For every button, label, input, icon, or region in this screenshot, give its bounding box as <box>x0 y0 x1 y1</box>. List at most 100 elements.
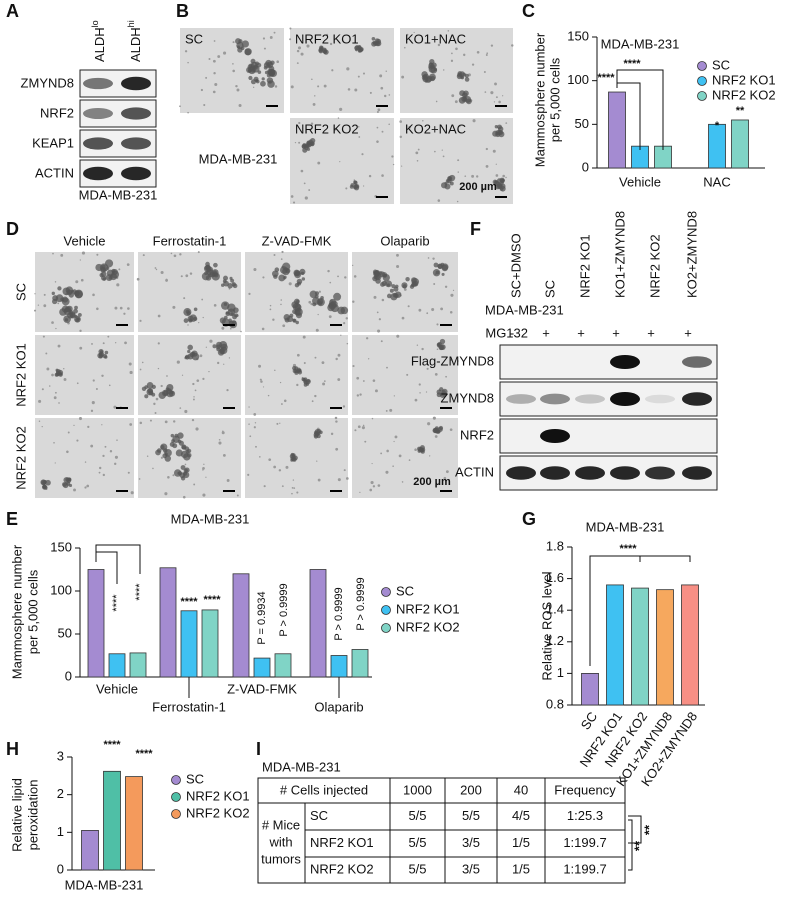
debris <box>192 398 195 401</box>
sphere-cell <box>155 449 161 456</box>
debris <box>193 483 196 486</box>
sphere-cell <box>187 344 194 351</box>
sphere-cell <box>280 266 288 274</box>
sphere-cell <box>270 72 274 76</box>
column-label-main: ALDH <box>128 27 143 62</box>
debris <box>48 385 51 387</box>
debris <box>152 467 154 470</box>
debris <box>345 187 348 190</box>
debris <box>300 169 304 173</box>
scale-bar <box>440 407 452 409</box>
panel-label: E <box>6 509 18 529</box>
debris <box>436 323 439 326</box>
blot-band <box>610 355 640 369</box>
blot-strip <box>499 344 718 380</box>
sphere-cell <box>444 183 451 190</box>
debris <box>276 60 280 64</box>
debris <box>386 449 389 453</box>
debris <box>377 329 381 333</box>
debris <box>179 407 182 409</box>
significance-label: **** <box>597 72 615 84</box>
debris <box>129 423 133 426</box>
blot-band <box>83 108 113 119</box>
debris <box>396 264 400 269</box>
debris <box>296 491 299 494</box>
debris <box>485 54 488 57</box>
debris <box>419 392 421 394</box>
legend-marker <box>381 587 391 597</box>
debris <box>429 455 431 457</box>
debris <box>55 327 57 330</box>
sphere-cell <box>55 294 64 303</box>
sphere-cell <box>371 41 377 47</box>
sphere-cell <box>261 77 265 81</box>
debris <box>213 40 216 42</box>
debris <box>357 126 360 128</box>
debris <box>393 440 395 443</box>
column-label: KO1+ZMYND8 <box>612 211 627 298</box>
y-tick-label: 0 <box>582 159 589 174</box>
micrograph-label: KO1+NAC <box>405 31 466 46</box>
debris <box>427 257 430 259</box>
debris <box>335 357 338 361</box>
debris <box>431 308 435 312</box>
scale-bar <box>495 196 507 198</box>
y-axis-label: per 5,000 cells <box>25 569 40 654</box>
sphere-cell <box>392 292 398 298</box>
blot-strip <box>499 381 718 417</box>
sphere-cell <box>464 77 470 82</box>
debris <box>84 461 87 463</box>
sphere-cell <box>442 393 447 398</box>
debris <box>221 431 225 435</box>
sphere-cell <box>267 80 275 88</box>
debris <box>300 52 304 56</box>
bar <box>125 776 143 871</box>
debris <box>416 344 419 346</box>
sphere-cell <box>446 178 452 184</box>
debris <box>362 72 366 75</box>
debris <box>328 315 332 319</box>
table-cell: 1:199.7 <box>563 861 606 876</box>
debris <box>351 264 354 267</box>
bar <box>274 653 292 678</box>
debris <box>276 422 279 425</box>
debris <box>421 347 424 351</box>
micrograph <box>290 118 394 204</box>
sphere-cell <box>95 263 103 272</box>
debris <box>182 495 186 499</box>
debris <box>260 380 263 383</box>
sphere-cell <box>371 36 376 41</box>
debris <box>471 63 475 66</box>
row-label: Flag-ZMYND8 <box>411 353 494 368</box>
debris <box>46 367 50 371</box>
debris <box>184 463 187 466</box>
debris <box>184 50 188 53</box>
table-group-label: # Mice <box>262 817 300 832</box>
debris <box>483 71 486 73</box>
micrograph <box>245 252 348 332</box>
debris <box>337 117 340 119</box>
bar <box>330 655 348 678</box>
debris <box>493 101 496 103</box>
debris <box>304 196 308 200</box>
sphere-cell <box>292 318 296 323</box>
debris <box>165 278 168 281</box>
sphere-cell <box>43 485 48 490</box>
column-label: ALDHhi <box>126 20 143 62</box>
sphere-cell <box>223 302 228 306</box>
scale-bar <box>330 324 342 326</box>
debris <box>191 418 195 422</box>
sphere-cell <box>333 292 342 301</box>
sphere-cell <box>144 385 149 390</box>
sphere-cell <box>278 274 286 282</box>
debris <box>274 369 276 372</box>
significance-label: * <box>715 120 720 132</box>
sphere-cell <box>250 61 258 69</box>
debris <box>37 304 40 306</box>
bar <box>81 830 99 871</box>
debris <box>486 52 489 55</box>
sphere-cell <box>297 281 301 286</box>
debris <box>322 382 326 386</box>
debris <box>370 480 374 485</box>
sphere-cell <box>74 291 80 297</box>
